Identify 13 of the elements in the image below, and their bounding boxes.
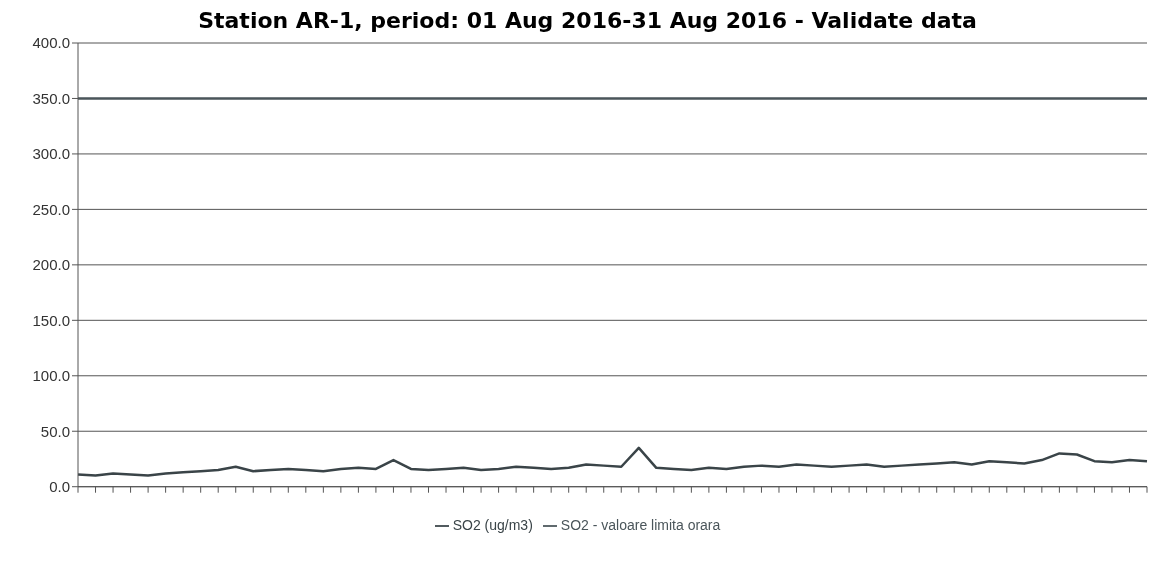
y-tick-label: 150.0 (32, 311, 70, 329)
y-tick-label: 400.0 (32, 34, 70, 52)
y-tick-label: 350.0 (32, 89, 70, 107)
y-tick-label: 50.0 (40, 422, 70, 440)
y-tick-label: 300.0 (32, 145, 70, 163)
legend-label: SO2 (ug/m3) (452, 516, 533, 533)
y-tick-label: 200.0 (32, 256, 70, 274)
y-tick-label: 0.0 (49, 478, 70, 496)
chart-title: Station AR-1, period: 01 Aug 2016-31 Aug 2016 - Validate data (197, 8, 978, 33)
line-series (76, 446, 1149, 477)
legend-label: SO2 - valoare limita orara (560, 516, 721, 533)
y-tick-label: 100.0 (32, 367, 70, 385)
y-tick-label: 250.0 (32, 200, 70, 218)
